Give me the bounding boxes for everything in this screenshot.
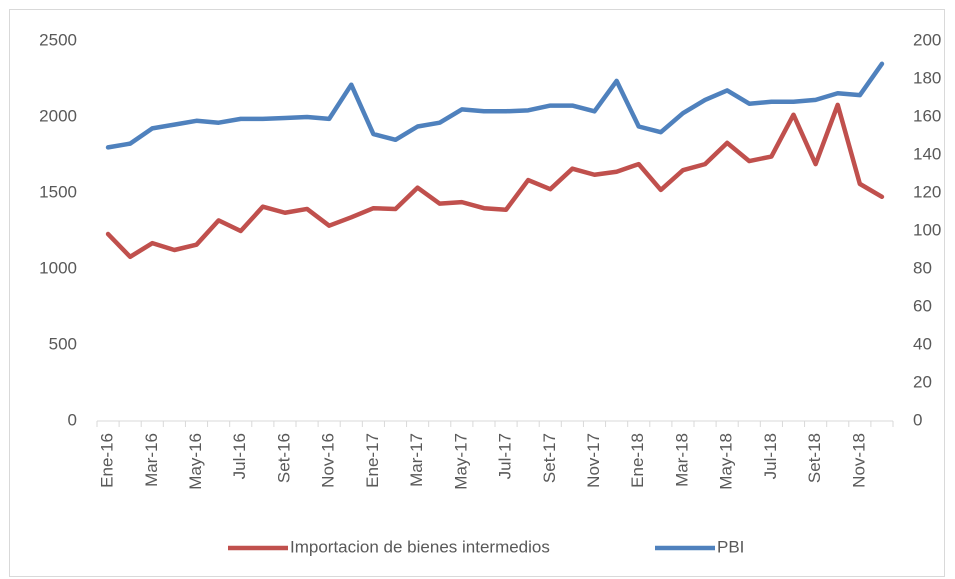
y2-tick-label: 20 — [913, 372, 932, 391]
x-tick-label: Jul-17 — [496, 433, 515, 479]
x-tick-label: Ene-17 — [363, 433, 382, 488]
x-tick-label: May-17 — [451, 433, 470, 490]
y-tick-label: 2500 — [39, 30, 77, 49]
y2-tick-label: 160 — [913, 106, 941, 125]
y2-tick-label: 120 — [913, 182, 941, 201]
y2-tick-label: 0 — [913, 410, 922, 429]
y2-tick-label: 60 — [913, 296, 932, 315]
x-tick-label: Set-18 — [805, 433, 824, 483]
x-tick-label: Nov-17 — [584, 433, 603, 488]
y2-tick-label: 200 — [913, 30, 941, 49]
y-tick-label: 1000 — [39, 258, 77, 277]
x-tick-label: Mar-17 — [407, 433, 426, 487]
x-tick-label: Mar-18 — [672, 433, 691, 487]
y2-tick-label: 40 — [913, 334, 932, 353]
x-tick-label: Jul-16 — [230, 433, 249, 479]
series-line — [105, 61, 885, 150]
y-tick-label: 0 — [68, 410, 77, 429]
y2-tick-label: 80 — [913, 258, 932, 277]
y-tick-label: 1500 — [39, 182, 77, 201]
y-tick-label: 2000 — [39, 106, 77, 125]
y-tick-label: 500 — [49, 334, 77, 353]
x-tick-label: Jul-18 — [761, 433, 780, 479]
x-tick-label: May-16 — [186, 433, 205, 490]
x-tick-label: Nov-16 — [319, 433, 338, 488]
y2-tick-label: 100 — [913, 220, 941, 239]
x-tick-label: Nov-18 — [849, 433, 868, 488]
x-tick-label: Ene-16 — [98, 433, 117, 488]
x-tick-label: Ene-18 — [628, 433, 647, 488]
x-tick-label: May-18 — [717, 433, 736, 490]
legend-label: Importacion de bienes intermedios — [290, 537, 550, 556]
chart-frame — [9, 9, 945, 577]
y2-tick-label: 140 — [913, 144, 941, 163]
x-tick-label: Mar-16 — [142, 433, 161, 487]
x-tick-label: Set-16 — [274, 433, 293, 483]
x-tick-label: Set-17 — [540, 433, 559, 483]
y2-tick-label: 180 — [913, 68, 941, 87]
legend-label: PBI — [717, 537, 744, 556]
series-line — [105, 102, 885, 260]
